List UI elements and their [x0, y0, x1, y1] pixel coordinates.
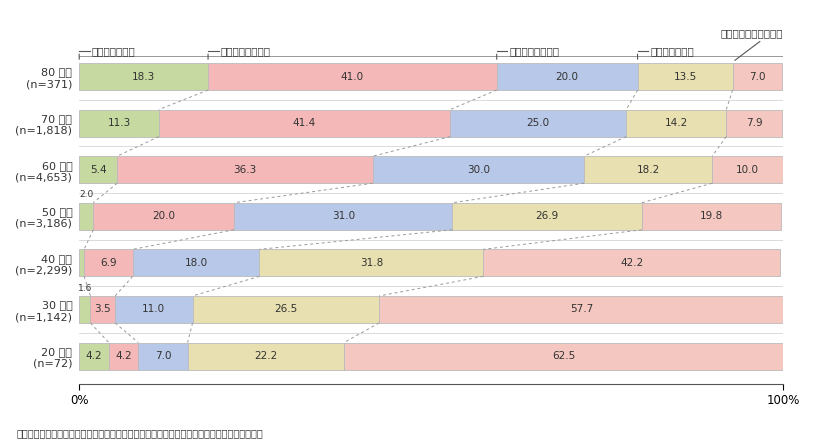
Bar — [117, 156, 372, 183]
Text: 2.0: 2.0 — [79, 191, 94, 199]
Text: 14.2: 14.2 — [665, 118, 688, 128]
Text: 準備の必要を感じない: 準備の必要を感じない — [720, 28, 783, 38]
Text: 19.8: 19.8 — [700, 211, 723, 221]
Text: 18.3: 18.3 — [132, 72, 155, 81]
Bar — [79, 296, 90, 323]
Text: 十分にしている: 十分にしている — [92, 46, 135, 56]
Bar — [450, 110, 626, 136]
Text: 30.0: 30.0 — [467, 165, 490, 175]
Bar — [79, 203, 93, 230]
Bar — [79, 249, 84, 276]
Text: 36.3: 36.3 — [233, 165, 257, 175]
Text: 31.8: 31.8 — [359, 258, 383, 268]
Bar — [344, 342, 784, 370]
Text: 3.5: 3.5 — [95, 304, 111, 315]
Bar — [372, 156, 584, 183]
Text: 1.6: 1.6 — [77, 284, 92, 293]
Bar — [637, 63, 733, 90]
Bar — [108, 342, 139, 370]
Text: 7.0: 7.0 — [155, 351, 171, 361]
Text: 26.9: 26.9 — [535, 211, 559, 221]
Text: 5.4: 5.4 — [90, 165, 107, 175]
Bar — [115, 296, 192, 323]
Text: 22.2: 22.2 — [254, 351, 277, 361]
Text: 57.7: 57.7 — [570, 304, 594, 315]
Text: 全くしていない: 全くしていない — [650, 46, 694, 56]
Text: 10.0: 10.0 — [736, 165, 759, 175]
Text: 4.2: 4.2 — [115, 351, 132, 361]
Bar — [159, 110, 450, 136]
Bar — [79, 342, 108, 370]
Bar — [584, 156, 712, 183]
Bar — [641, 203, 782, 230]
Bar — [726, 110, 782, 136]
Text: 41.4: 41.4 — [293, 118, 316, 128]
Text: 20.0: 20.0 — [556, 72, 579, 81]
Text: 25.0: 25.0 — [526, 118, 550, 128]
Text: 31.0: 31.0 — [332, 211, 355, 221]
Text: 20.0: 20.0 — [152, 211, 175, 221]
Text: 6.9: 6.9 — [100, 258, 117, 268]
Bar — [379, 296, 786, 323]
Bar — [208, 63, 496, 90]
Bar — [79, 110, 159, 136]
Bar — [452, 203, 641, 230]
Text: 7.0: 7.0 — [749, 72, 765, 81]
Text: 18.0: 18.0 — [184, 258, 208, 268]
Bar — [93, 203, 234, 230]
Bar — [259, 249, 483, 276]
Bar — [234, 203, 452, 230]
Bar — [90, 296, 115, 323]
Text: あまりしていない: あまりしていない — [509, 46, 559, 56]
Text: 13.5: 13.5 — [673, 72, 697, 81]
Text: 62.5: 62.5 — [553, 351, 575, 361]
Text: 26.5: 26.5 — [274, 304, 297, 315]
Bar — [79, 156, 117, 183]
Bar — [84, 249, 133, 276]
Text: 18.2: 18.2 — [637, 165, 660, 175]
Text: 42.2: 42.2 — [620, 258, 644, 268]
Bar — [192, 296, 379, 323]
Bar — [496, 63, 637, 90]
Text: 7.9: 7.9 — [746, 118, 762, 128]
Bar — [712, 156, 782, 183]
Bar — [483, 249, 781, 276]
Text: ある程度している: ある程度している — [221, 46, 271, 56]
Bar — [187, 342, 344, 370]
Text: 資料：全国商工会連合会「小規模事業者の事業活動の実態把握調査」に基づき中小企業庁作成: 資料：全国商工会連合会「小規模事業者の事業活動の実態把握調査」に基づき中小企業庁… — [16, 428, 263, 438]
Text: 11.0: 11.0 — [143, 304, 165, 315]
Bar — [133, 249, 259, 276]
Text: 41.0: 41.0 — [341, 72, 364, 81]
Text: 11.3: 11.3 — [108, 118, 130, 128]
Bar — [139, 342, 187, 370]
Bar — [733, 63, 782, 90]
Text: 4.2: 4.2 — [86, 351, 103, 361]
Bar — [626, 110, 726, 136]
Bar — [79, 63, 208, 90]
